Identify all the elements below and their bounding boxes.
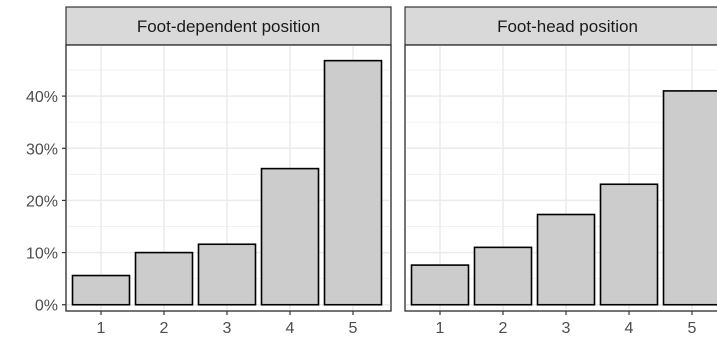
x-tick-label: 3 <box>562 320 571 337</box>
panel-border <box>65 44 392 312</box>
y-tick-label: 20% <box>26 193 58 210</box>
x-tick-label: 1 <box>97 320 106 337</box>
bar-4 <box>260 167 320 306</box>
bar-2 <box>134 251 194 306</box>
bar-1 <box>410 264 470 306</box>
x-tick-label: 4 <box>286 320 295 337</box>
facet-title: Foot-dependent position <box>137 17 320 36</box>
y-tick-label: 30% <box>26 141 58 158</box>
x-tick-label: 2 <box>499 320 508 337</box>
bar-4 <box>599 183 659 306</box>
bar-3 <box>197 243 257 306</box>
bar-5 <box>662 90 717 306</box>
x-tick-label: 1 <box>436 320 445 337</box>
facet-foot-dependent: Foot-dependent position 0% 10% 20% 30% 4… <box>26 6 392 337</box>
bars <box>71 59 383 306</box>
bar-5 <box>323 59 383 306</box>
y-axis: 0% 10% 20% 30% 40% <box>26 89 66 315</box>
x-tick-label: 4 <box>625 320 634 337</box>
x-axis: 1 2 3 4 5 <box>97 311 358 337</box>
bars <box>410 90 717 306</box>
bar-1 <box>71 274 131 306</box>
bar-3 <box>536 213 596 306</box>
y-tick-label: 40% <box>26 89 58 106</box>
facet-foot-head: Foot-head position 1 2 3 4 5 <box>404 6 717 337</box>
x-tick-label: 5 <box>349 320 358 337</box>
bar-2 <box>473 246 533 306</box>
strip-background <box>404 6 717 46</box>
x-tick-label: 2 <box>160 320 169 337</box>
x-tick-label: 3 <box>223 320 232 337</box>
x-tick-label: 5 <box>688 320 697 337</box>
strip-background <box>65 6 392 46</box>
y-tick-label: 0% <box>35 298 58 315</box>
y-tick-label: 10% <box>26 246 58 263</box>
panel-border <box>404 44 717 312</box>
x-axis: 1 2 3 4 5 <box>436 311 697 337</box>
facet-title: Foot-head position <box>497 17 638 36</box>
